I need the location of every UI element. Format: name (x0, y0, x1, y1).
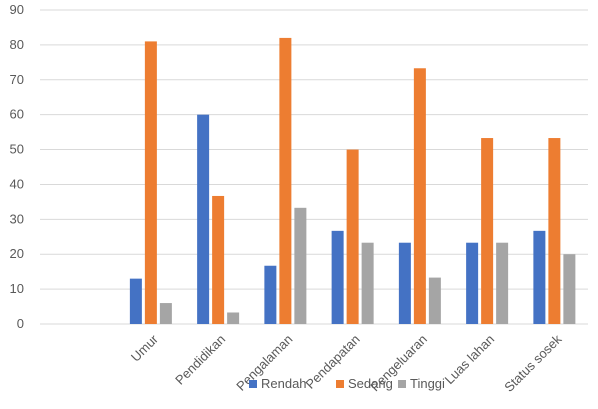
bars (129, 37, 576, 325)
bar-sedang-pengeluaran (413, 68, 426, 325)
y-tick-label: 60 (10, 107, 24, 122)
bar-sedang-luas-lahan (481, 138, 494, 324)
bar-sedang-umur (144, 41, 157, 325)
bar-rendah-luas-lahan (466, 242, 479, 324)
x-category-label: Pendidikan (172, 332, 228, 388)
bar-tinggi-pengalaman (294, 207, 307, 324)
bar-sedang-pendapatan (346, 149, 359, 324)
y-tick-label: 40 (10, 176, 24, 191)
bar-rendah-pendapatan (331, 230, 344, 324)
legend-label-rendah: Rendah (261, 376, 307, 391)
y-tick-label: 80 (10, 37, 24, 52)
bar-sedang-pengalaman (279, 37, 292, 325)
bar-tinggi-luas-lahan (496, 242, 509, 324)
bar-rendah-umur (129, 278, 142, 324)
y-tick-label: 0 (17, 316, 24, 331)
bar-rendah-pendidikan (197, 114, 210, 325)
legend: Rendah Sedang Tinggi (249, 376, 445, 391)
legend-swatch-sedang (336, 380, 344, 388)
y-axis-ticks: 0 10 20 30 40 50 60 70 80 90 (10, 2, 24, 331)
bar-rendah-pengeluaran (398, 242, 411, 324)
bar-sedang-pendidikan (212, 195, 225, 324)
bar-sedang-status-sosek (548, 138, 561, 324)
bar-tinggi-status-sosek (563, 254, 576, 324)
bar-rendah-status-sosek (533, 230, 546, 324)
legend-swatch-tinggi (398, 380, 406, 388)
y-tick-label: 70 (10, 72, 24, 87)
bar-tinggi-pendapatan (361, 242, 374, 324)
y-tick-label: 50 (10, 142, 24, 157)
y-tick-label: 10 (10, 281, 24, 296)
bar-rendah-pengalaman (264, 265, 277, 324)
legend-swatch-rendah (249, 380, 257, 388)
y-tick-label: 20 (10, 246, 24, 261)
legend-label-sedang: Sedang (348, 376, 393, 391)
x-category-label: Status sosek (501, 331, 565, 395)
legend-label-tinggi: Tinggi (410, 376, 445, 391)
bar-tinggi-umur (159, 303, 172, 324)
x-axis-labels: Umur Pendidikan Pengalaman Pendapatan Pengel… (128, 331, 565, 395)
y-tick-label: 30 (10, 211, 24, 226)
x-category-label: Luas lahan (442, 332, 498, 388)
bar-tinggi-pendidikan (227, 312, 240, 324)
bar-tinggi-pengeluaran (428, 277, 441, 324)
y-tick-label: 90 (10, 2, 24, 17)
x-category-label: Umur (128, 331, 162, 365)
